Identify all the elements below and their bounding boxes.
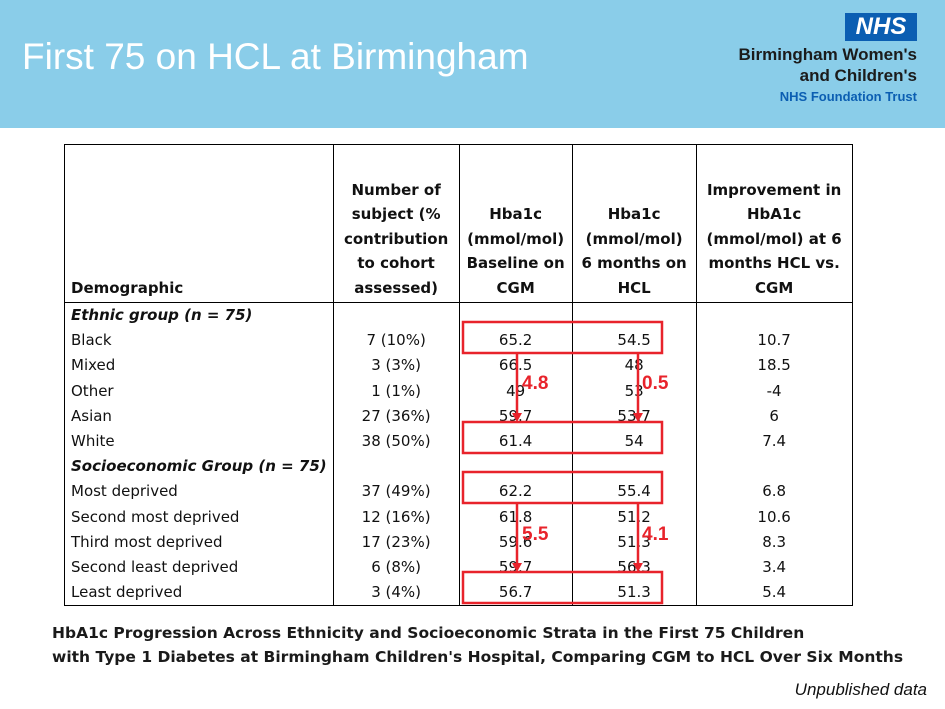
nhs-logo: NHS (845, 13, 917, 41)
cell-baseline: 65.2 (458, 328, 573, 354)
cell-six-months: 54.5 (571, 328, 697, 354)
cell-baseline: 62.2 (458, 479, 573, 505)
socio-hcl-diff-label: 4.1 (642, 524, 669, 545)
header-baseline: Hba1c (mmol/mol) Baseline on CGM (458, 144, 573, 303)
cell-improvement: 6 (695, 403, 853, 430)
cell-demographic: Most deprived (64, 479, 334, 505)
caption-line1: HbA1c Progression Across Ethnicity and S… (52, 624, 805, 642)
table-header-row: Demographic Number of subject (% contrib… (64, 144, 853, 303)
header-six-months: Hba1c (mmol/mol) 6 months on HCL (571, 144, 697, 303)
table-caption: HbA1c Progression Across Ethnicity and S… (52, 621, 932, 669)
header-improvement: Improvement in HbA1c (mmol/mol) at 6 mon… (695, 144, 853, 303)
cell-subjects: 12 (16%) (332, 504, 460, 530)
cell-demographic: Second most deprived (64, 504, 334, 530)
table-row: Third most deprived 17 (23%) 59.6 51.3 8… (64, 529, 853, 556)
cell-six-months: 55.4 (571, 479, 697, 505)
cell-improvement: 10.6 (695, 504, 853, 530)
cell-subjects: 38 (50%) (332, 429, 460, 455)
slide-header: First 75 on HCL at Birmingham NHS Birmin… (0, 0, 945, 128)
cell-six-months: 53.7 (571, 403, 697, 430)
org-name-line3: NHS Foundation Trust (779, 89, 917, 104)
cell-improvement: 6.8 (695, 479, 853, 505)
table-row: White 38 (50%) 61.4 54 7.4 (64, 429, 853, 455)
cell-subjects: 3 (4%) (332, 580, 460, 607)
org-name-line2: and Children's (799, 66, 917, 85)
table-row: Other 1 (1%) 49 53 -4 (64, 378, 853, 404)
table-row: Second most deprived 12 (16%) 61.8 51.2 … (64, 504, 853, 530)
cell-six-months (571, 454, 697, 480)
socio-baseline-diff-label: 5.5 (522, 524, 549, 545)
cell-baseline (458, 454, 573, 480)
cell-subjects: 1 (1%) (332, 378, 460, 404)
table-row: Least deprived 3 (4%) 56.7 51.3 5.4 (64, 580, 853, 607)
unpublished-note: Unpublished data (794, 680, 927, 699)
cell-subjects: 7 (10%) (332, 328, 460, 354)
cell-improvement: 3.4 (695, 555, 853, 581)
cell-baseline: 49 (458, 378, 573, 404)
cell-demographic: Black (64, 328, 334, 354)
cell-subjects: 6 (8%) (332, 555, 460, 581)
cell-improvement: 7.4 (695, 429, 853, 455)
cell-baseline: 61.4 (458, 429, 573, 455)
cell-demographic: Third most deprived (64, 529, 334, 556)
cell-six-months: 53 (571, 378, 697, 404)
cell-six-months: 48 (571, 353, 697, 379)
ethnic-hcl-diff-label: 0.5 (642, 373, 669, 394)
cell-subjects: 3 (3%) (332, 353, 460, 379)
cell-six-months: 51.2 (571, 504, 697, 530)
cell-demographic: Socioeconomic Group (n = 75) (64, 454, 334, 480)
cell-six-months: 51.3 (571, 580, 697, 607)
cell-baseline: 59.6 (458, 529, 573, 556)
table-row: Black 7 (10%) 65.2 54.5 10.7 (64, 328, 853, 354)
cell-improvement: 5.4 (695, 580, 853, 607)
table-row-section: Socioeconomic Group (n = 75) (64, 454, 853, 480)
cell-six-months: 54 (571, 429, 697, 455)
cell-baseline: 59.7 (458, 403, 573, 430)
cell-baseline (458, 302, 573, 329)
cell-demographic: Other (64, 378, 334, 404)
ethnic-baseline-diff-label: 4.8 (522, 373, 549, 394)
cell-improvement: 8.3 (695, 529, 853, 556)
cell-improvement: 10.7 (695, 328, 853, 354)
cell-six-months: 51.3 (571, 529, 697, 556)
cell-subjects (332, 454, 460, 480)
cell-six-months (571, 302, 697, 329)
slide-title: First 75 on HCL at Birmingham (22, 36, 529, 77)
header-demographic: Demographic (64, 144, 334, 303)
table-row: Second least deprived 6 (8%) 59.7 56.3 3… (64, 555, 853, 581)
cell-six-months: 56.3 (571, 555, 697, 581)
cell-improvement (695, 454, 853, 480)
cell-subjects: 37 (49%) (332, 479, 460, 505)
cell-improvement (695, 302, 853, 329)
cell-subjects: 27 (36%) (332, 403, 460, 430)
org-name-line1: Birmingham Women's (738, 45, 917, 64)
cell-subjects (332, 302, 460, 329)
table-row: Asian 27 (36%) 59.7 53.7 6 (64, 403, 853, 430)
cell-demographic: Mixed (64, 353, 334, 379)
cell-demographic: White (64, 429, 334, 455)
cell-subjects: 17 (23%) (332, 529, 460, 556)
table-row: Mixed 3 (3%) 66.5 48 18.5 (64, 353, 853, 379)
cell-baseline: 66.5 (458, 353, 573, 379)
table-row-section: Ethnic group (n = 75) (64, 302, 853, 329)
hba1c-table: Demographic Number of subject (% contrib… (64, 144, 853, 607)
cell-demographic: Least deprived (64, 580, 334, 607)
cell-baseline: 61.8 (458, 504, 573, 530)
cell-improvement: 18.5 (695, 353, 853, 379)
header-subjects: Number of subject (% contribution to coh… (332, 144, 460, 303)
cell-demographic: Ethnic group (n = 75) (64, 302, 334, 329)
cell-demographic: Asian (64, 403, 334, 430)
cell-demographic: Second least deprived (64, 555, 334, 581)
cell-baseline: 56.7 (458, 580, 573, 607)
cell-baseline: 59.7 (458, 555, 573, 581)
cell-improvement: -4 (695, 378, 853, 404)
caption-line2: with Type 1 Diabetes at Birmingham Child… (52, 648, 904, 666)
table-row: Most deprived 37 (49%) 62.2 55.4 6.8 (64, 479, 853, 505)
